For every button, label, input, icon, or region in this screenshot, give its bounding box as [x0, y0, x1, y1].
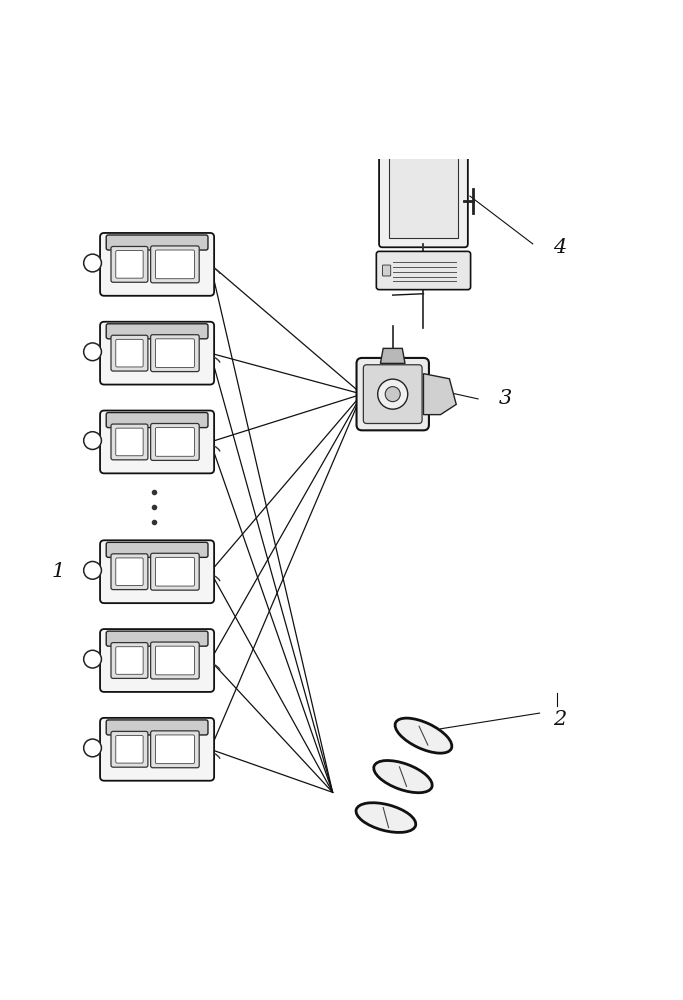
- FancyBboxPatch shape: [151, 335, 199, 372]
- Circle shape: [83, 254, 101, 272]
- Circle shape: [83, 343, 101, 361]
- FancyBboxPatch shape: [116, 735, 143, 763]
- FancyBboxPatch shape: [156, 646, 195, 675]
- FancyBboxPatch shape: [107, 720, 208, 735]
- Circle shape: [378, 379, 408, 409]
- Circle shape: [385, 387, 400, 402]
- FancyBboxPatch shape: [100, 629, 214, 692]
- FancyBboxPatch shape: [107, 413, 208, 428]
- FancyBboxPatch shape: [107, 631, 208, 646]
- Text: 4: 4: [553, 238, 567, 257]
- FancyBboxPatch shape: [156, 428, 195, 456]
- FancyBboxPatch shape: [116, 428, 143, 456]
- Text: 1: 1: [51, 562, 65, 581]
- Polygon shape: [423, 374, 456, 415]
- FancyBboxPatch shape: [107, 235, 208, 250]
- FancyBboxPatch shape: [357, 358, 429, 430]
- FancyBboxPatch shape: [156, 557, 195, 586]
- Polygon shape: [380, 348, 405, 363]
- FancyBboxPatch shape: [111, 246, 148, 282]
- FancyBboxPatch shape: [156, 339, 195, 367]
- Ellipse shape: [374, 761, 432, 793]
- FancyBboxPatch shape: [116, 647, 143, 674]
- Circle shape: [83, 739, 101, 757]
- Circle shape: [83, 650, 101, 668]
- FancyBboxPatch shape: [379, 145, 468, 247]
- FancyBboxPatch shape: [107, 324, 208, 339]
- FancyBboxPatch shape: [111, 731, 148, 767]
- FancyBboxPatch shape: [100, 233, 214, 296]
- Circle shape: [83, 561, 101, 579]
- Text: 2: 2: [553, 710, 567, 729]
- Circle shape: [83, 432, 101, 449]
- FancyBboxPatch shape: [107, 542, 208, 557]
- FancyBboxPatch shape: [100, 322, 214, 385]
- FancyBboxPatch shape: [116, 251, 143, 278]
- FancyBboxPatch shape: [151, 246, 199, 283]
- FancyBboxPatch shape: [111, 335, 148, 371]
- FancyBboxPatch shape: [151, 731, 199, 768]
- FancyBboxPatch shape: [156, 250, 195, 279]
- FancyBboxPatch shape: [100, 540, 214, 603]
- FancyBboxPatch shape: [151, 642, 199, 679]
- FancyBboxPatch shape: [156, 735, 195, 764]
- FancyBboxPatch shape: [111, 424, 148, 460]
- Text: 3: 3: [499, 389, 512, 408]
- FancyBboxPatch shape: [111, 554, 148, 590]
- FancyBboxPatch shape: [100, 718, 214, 781]
- FancyBboxPatch shape: [363, 365, 422, 424]
- Ellipse shape: [356, 803, 416, 832]
- FancyBboxPatch shape: [116, 558, 143, 586]
- FancyBboxPatch shape: [389, 154, 458, 238]
- FancyBboxPatch shape: [100, 411, 214, 473]
- FancyBboxPatch shape: [382, 265, 391, 276]
- FancyBboxPatch shape: [151, 424, 199, 460]
- FancyBboxPatch shape: [151, 553, 199, 590]
- FancyBboxPatch shape: [376, 251, 471, 290]
- FancyBboxPatch shape: [111, 643, 148, 678]
- FancyBboxPatch shape: [116, 339, 143, 367]
- Ellipse shape: [395, 718, 452, 753]
